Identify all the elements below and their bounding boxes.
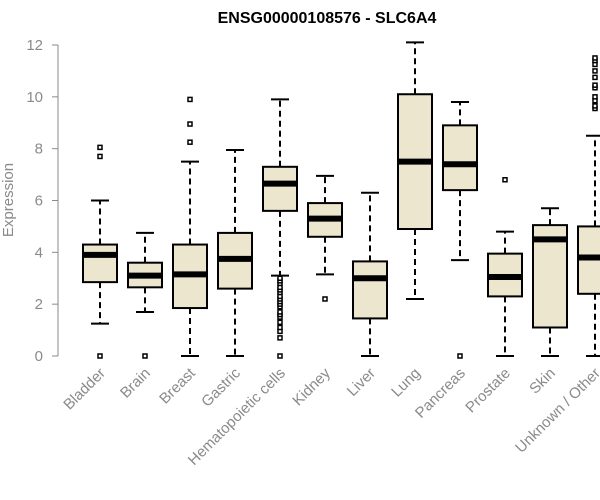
- outlier-point: [592, 74, 598, 81]
- y-tick-label: 4: [35, 244, 43, 261]
- outlier-point: [592, 55, 598, 61]
- category-label: Kidney: [289, 364, 334, 409]
- outlier-point: [97, 144, 103, 151]
- outlier-point: [187, 121, 193, 127]
- outlier-point: [502, 177, 508, 183]
- iqr-box: [82, 243, 118, 284]
- iqr-box: [442, 124, 478, 192]
- outlier-point: [592, 103, 598, 109]
- box-series: [82, 41, 600, 359]
- category-label: Lung: [388, 365, 424, 401]
- outlier-point: [592, 68, 598, 74]
- y-axis: 0 2 4 6 8 10 12: [26, 37, 59, 365]
- category-label: Bladder: [60, 365, 109, 414]
- outlier-point: [277, 275, 283, 281]
- box-group: [352, 191, 388, 357]
- category-label: Breast: [156, 364, 199, 407]
- outlier-point: [277, 324, 283, 331]
- outlier-point: [592, 82, 598, 88]
- outlier-point: [277, 353, 283, 359]
- outlier-point: [322, 296, 328, 302]
- y-tick-label: 0: [35, 348, 43, 365]
- category-label: Brain: [117, 365, 154, 402]
- y-axis-label: Expression: [0, 163, 17, 237]
- outlier-point: [277, 309, 283, 315]
- category-label: Skin: [526, 365, 559, 398]
- chart-title: ENSG00000108576 - SLC6A4: [218, 10, 437, 27]
- box-group: [172, 96, 208, 357]
- box-group: [487, 177, 523, 357]
- y-tick-label: 10: [26, 89, 43, 106]
- box-group: [397, 41, 433, 300]
- y-tick-label: 8: [35, 141, 43, 158]
- category-label: Pancreas: [412, 365, 469, 422]
- box-group: [307, 174, 343, 302]
- iqr-box: [262, 165, 298, 212]
- box-group: [217, 148, 253, 357]
- outlier-point: [97, 353, 103, 359]
- box-group: [577, 55, 600, 357]
- box-group: [442, 101, 478, 359]
- box-group: [262, 98, 298, 359]
- outlier-point: [97, 153, 103, 160]
- outlier-point: [187, 96, 193, 103]
- y-tick-label: 12: [26, 37, 43, 54]
- outlier-point: [457, 353, 463, 359]
- category-label: Liver: [344, 365, 379, 400]
- outlier-point: [187, 139, 193, 145]
- outlier-point: [142, 353, 148, 359]
- outlier-point: [277, 335, 283, 341]
- box-group: [127, 231, 163, 359]
- box-group: [82, 144, 118, 359]
- outlier-point: [277, 319, 283, 326]
- category-label: Prostate: [462, 365, 514, 417]
- y-tick-label: 6: [35, 193, 43, 210]
- box-group: [532, 207, 568, 357]
- iqr-box: [352, 260, 388, 320]
- y-tick-label: 2: [35, 296, 43, 313]
- outlier-point: [592, 94, 598, 100]
